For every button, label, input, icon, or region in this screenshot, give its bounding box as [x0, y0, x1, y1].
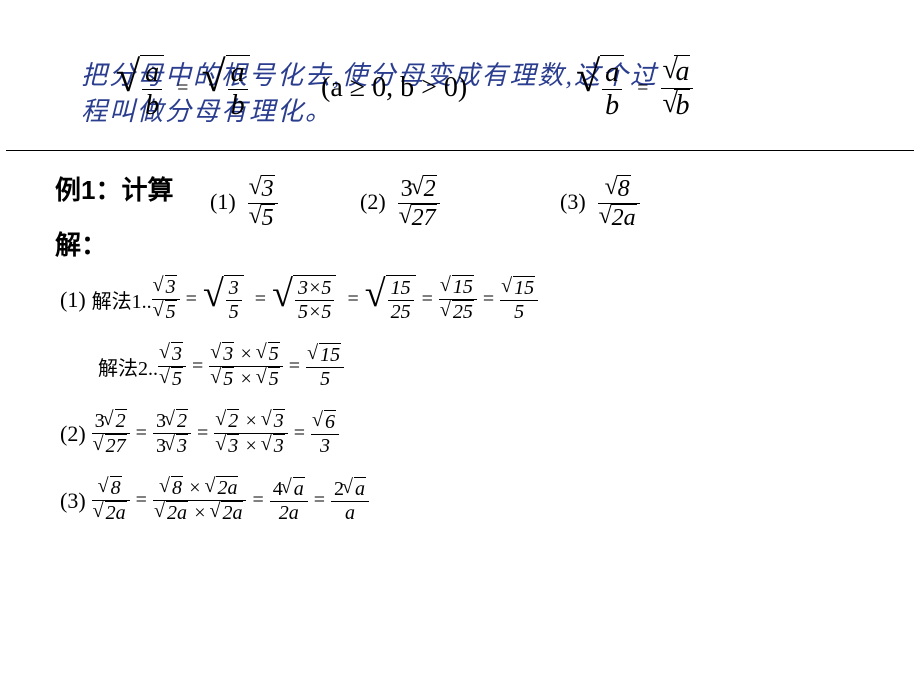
header-formula-1: √ab = √ab	[116, 55, 250, 122]
method1-label: 解法1..	[92, 285, 152, 314]
solution-2: (2) 3227 = 3233 = 2 × 33 × 3 = 63	[60, 409, 538, 458]
sol1-index: (1)	[60, 287, 86, 313]
header-region: 把分母中的根号化去,使分母变成有理数,这个过 程叫做分母有理化。 √ab = √…	[6, 0, 914, 151]
header-formula-2: √ab = ab	[576, 55, 693, 122]
sol2-index: (2)	[60, 421, 86, 447]
sol3-index: (3)	[60, 488, 86, 514]
solution-3: (3) 82a = 8 × 2a2a × 2a = 4a2a = 2aa	[60, 476, 538, 525]
solutions-block: (1) 解法1.. 35 = √35 = √3×55×5 = √1525 = 1…	[60, 275, 538, 543]
method2-label: 解法2..	[98, 352, 158, 381]
problem-3: (3) 82a	[560, 175, 640, 232]
header-condition: (a ≥ 0, b > 0)	[321, 72, 467, 104]
solution-label: 解：	[55, 225, 107, 262]
example-1-label: 例1：计算	[55, 170, 173, 207]
solution-1-method-2: 解法2.. 35 = 3 × 55 × 5 = 155	[98, 342, 538, 391]
problem-1: (1) 35	[210, 175, 278, 232]
problem-2: (2) 3227	[360, 175, 440, 232]
solution-1-method-1: (1) 解法1.. 35 = √35 = √3×55×5 = √1525 = 1…	[60, 275, 538, 324]
